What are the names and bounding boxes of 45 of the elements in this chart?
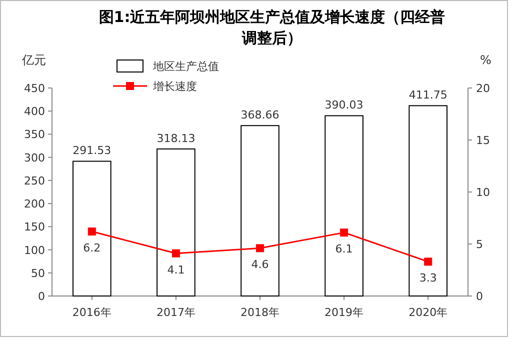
data-label: 4.1 bbox=[167, 263, 185, 276]
y-tick-label: 100 bbox=[24, 244, 45, 257]
bar bbox=[156, 148, 196, 296]
bar bbox=[72, 160, 112, 296]
point bbox=[172, 249, 180, 258]
y2-tick-label: 10 bbox=[476, 186, 490, 199]
bar bbox=[324, 115, 364, 296]
y-tick-label: 200 bbox=[24, 198, 45, 211]
y-tick-label: 300 bbox=[24, 151, 45, 164]
y-tick-label: 0 bbox=[38, 290, 45, 303]
x-tick-label: 2020年 bbox=[408, 306, 448, 319]
data-label: 318.13 bbox=[156, 132, 196, 145]
y2-tick-label: 15 bbox=[476, 134, 490, 147]
x-tick-label: 2019年 bbox=[324, 306, 364, 319]
data-label: 291.53 bbox=[72, 144, 112, 158]
point bbox=[88, 228, 96, 236]
point bbox=[256, 244, 264, 252]
y2-tick-label: 0 bbox=[476, 290, 483, 303]
y2-tick-label: 20 bbox=[476, 82, 490, 95]
data-label: 4.6 bbox=[251, 258, 269, 272]
y-tick-label: 400 bbox=[24, 105, 45, 118]
x-tick-label: 2016年 bbox=[72, 306, 112, 319]
legend-label: 增长速度 bbox=[152, 80, 197, 93]
data-label: 6.1 bbox=[335, 242, 353, 256]
x-tick-label: 2017年 bbox=[156, 306, 196, 319]
data-label: 368.66 bbox=[240, 108, 280, 122]
legend-label: 地区生产总值 bbox=[152, 60, 219, 73]
bar bbox=[408, 105, 448, 296]
point bbox=[340, 228, 348, 237]
y2-axis-title: % bbox=[480, 53, 492, 67]
x-tick-label: 2018年 bbox=[240, 306, 280, 319]
data-label: 6.2 bbox=[83, 242, 101, 255]
chart-title: 图1:近五年阿坝州地区生产总值及增长速度（四经普调整后） bbox=[98, 8, 446, 47]
y-tick-label: 350 bbox=[24, 128, 45, 142]
data-label: 3.3 bbox=[419, 272, 437, 285]
data-label: 411.75 bbox=[408, 88, 448, 102]
bar bbox=[240, 125, 280, 296]
y2-tick-label: 5 bbox=[476, 238, 483, 251]
y-tick-label: 450 bbox=[24, 82, 45, 95]
point bbox=[424, 258, 432, 266]
y-tick-label: 250 bbox=[24, 174, 45, 188]
data-label: 390.03 bbox=[324, 98, 364, 112]
y-tick-label: 50 bbox=[31, 266, 45, 280]
y-tick-label: 150 bbox=[24, 220, 45, 234]
y-axis-title: 亿元 bbox=[21, 53, 46, 67]
